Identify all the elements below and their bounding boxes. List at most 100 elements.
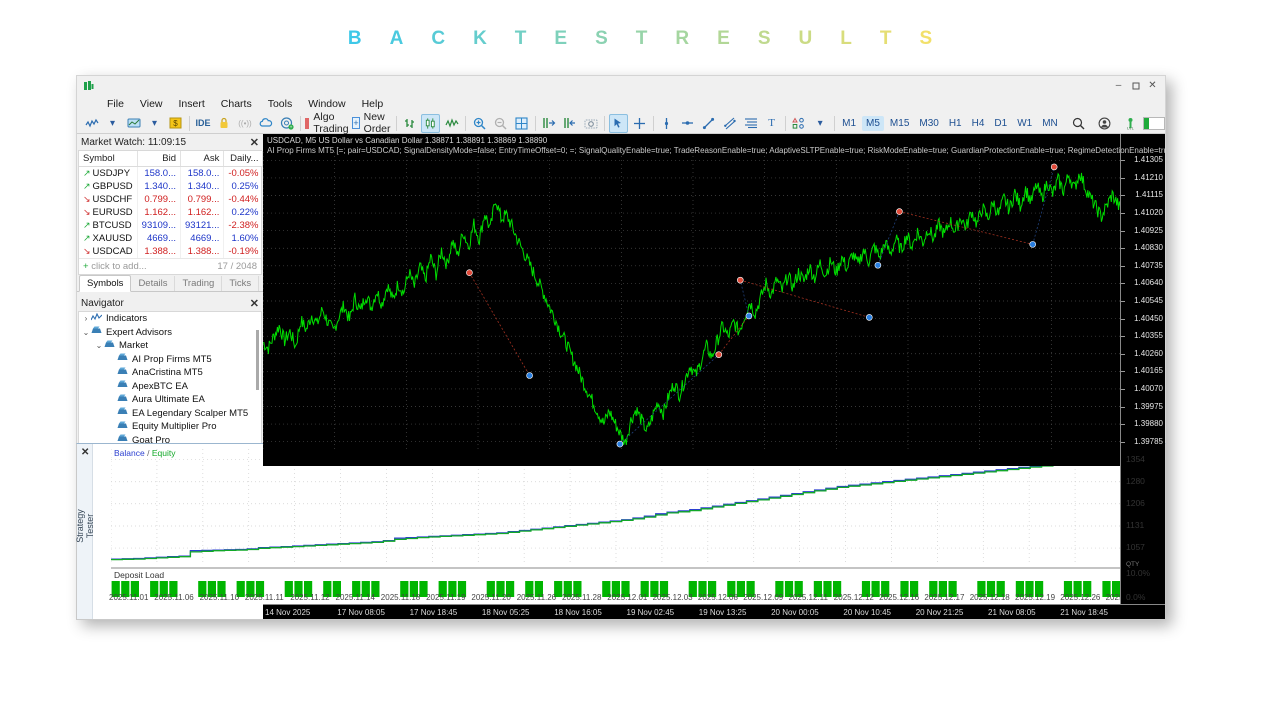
navigator-item-apexbtc-ea[interactable]: ApexBTC EA: [79, 380, 261, 394]
minimize-button[interactable]: –: [1115, 80, 1122, 91]
timeframe-m15[interactable]: M15: [889, 117, 910, 129]
trendline-icon[interactable]: [699, 114, 718, 133]
zoom-in-icon[interactable]: [470, 114, 489, 133]
menu-item-insert[interactable]: Insert: [178, 98, 205, 110]
close-icon[interactable]: ✕: [81, 447, 90, 458]
cloud-icon[interactable]: [256, 114, 275, 133]
navigator-item-anacristina-mt5[interactable]: AnaCristina MT5: [79, 366, 261, 380]
market-watch-add-row[interactable]: + click to add... 17 / 2048: [79, 258, 261, 274]
trade-marker-sell[interactable]: [1050, 163, 1058, 171]
trade-marker-buy[interactable]: [745, 312, 753, 320]
objects-list-icon[interactable]: [790, 114, 809, 133]
table-row[interactable]: ↘ USDCHF 0.799... 0.799... -0.44%: [79, 193, 264, 206]
trade-marker-buy[interactable]: [526, 372, 533, 379]
maximize-button[interactable]: [1127, 78, 1144, 93]
table-row[interactable]: ↗ USDJPY 158.0... 158.0... -0.05%: [79, 166, 264, 180]
menu-item-window[interactable]: Window: [308, 98, 346, 110]
timeframe-h1[interactable]: H1: [948, 117, 962, 129]
new-chart-icon[interactable]: [82, 114, 101, 133]
table-row[interactable]: ↗ BTCUSD 93109... 93121... -2.38%: [79, 219, 264, 232]
trade-marker-buy[interactable]: [1029, 241, 1037, 248]
screenshot-icon[interactable]: [581, 114, 600, 133]
algo-trading-button[interactable]: Algo Trading: [305, 111, 349, 135]
objects-dropdown-icon[interactable]: ▾: [817, 117, 823, 129]
new-chart-dropdown-icon[interactable]: ▾: [109, 117, 116, 129]
timeframe-m5[interactable]: M5: [862, 115, 884, 131]
navigator-item-indicators[interactable]: › Indicators: [79, 312, 261, 326]
navigator-scrollbar[interactable]: [256, 330, 259, 390]
line-chart-icon[interactable]: [442, 114, 461, 133]
mw-tab-trading[interactable]: Trading: [175, 276, 223, 291]
chevron-right-icon[interactable]: ›: [84, 314, 88, 324]
chevron-down-icon[interactable]: ⌄: [95, 341, 103, 351]
search-icon[interactable]: [1069, 114, 1088, 133]
bar-chart-icon[interactable]: [400, 114, 419, 133]
table-row[interactable]: ↘ EURUSD 1.162... 1.162... 0.22%: [79, 206, 264, 219]
chevron-down-icon[interactable]: ⌄: [82, 327, 90, 337]
auto-scroll-icon[interactable]: [560, 114, 579, 133]
text-tool-icon[interactable]: T: [768, 117, 776, 129]
chart-shift-icon[interactable]: [539, 114, 558, 133]
market-dollar-icon[interactable]: $: [166, 114, 185, 133]
navigator-item-equity-multiplier-pro[interactable]: Equity Multiplier Pro: [79, 420, 261, 434]
menu-item-charts[interactable]: Charts: [220, 98, 252, 110]
timeframe-m1[interactable]: M1: [842, 117, 857, 129]
timeframe-m30[interactable]: M30: [919, 117, 939, 129]
zoom-out-icon[interactable]: [491, 114, 510, 133]
fibonacci-icon[interactable]: [741, 114, 760, 133]
strategy-tester-graph[interactable]: Balance / Equity Deposit Load 1354 1280 12…: [93, 444, 1165, 619]
profiles-dropdown-icon[interactable]: ▾: [151, 117, 158, 129]
horizontal-line-icon[interactable]: [678, 114, 697, 133]
grid-icon[interactable]: [512, 114, 531, 133]
vps-icon[interactable]: +: [277, 114, 296, 133]
metaeditor-lock-icon[interactable]: [214, 114, 233, 133]
window-controls[interactable]: – ✕: [1110, 78, 1161, 93]
ide-button[interactable]: IDE: [195, 118, 211, 128]
signal-broadcast-icon[interactable]: ((•)): [238, 118, 252, 128]
navigator-item-ea-legendary-scalper-mt5[interactable]: EA Legendary Scalper MT5: [79, 407, 261, 421]
trade-marker-buy[interactable]: [616, 440, 624, 448]
navigator-item-ai-prop-firms-mt5[interactable]: AI Prop Firms MT5: [79, 353, 261, 367]
close-icon[interactable]: ✕: [249, 136, 259, 149]
navigator-item-expert-advisors[interactable]: ⌄ Expert Advisors: [79, 326, 261, 340]
mw-tab-details[interactable]: Details: [131, 276, 176, 291]
mw-col-symbol[interactable]: Symbol: [79, 151, 138, 167]
timeframe-mn[interactable]: MN: [1042, 117, 1058, 129]
cursor-icon[interactable]: [608, 113, 628, 133]
account-icon[interactable]: [1095, 114, 1114, 133]
menu-item-file[interactable]: File: [107, 98, 124, 110]
mw-col-daily[interactable]: Daily...: [223, 151, 264, 167]
navigator-item-goat-pro[interactable]: Goat Pro: [79, 434, 261, 448]
vertical-line-icon[interactable]: [657, 114, 676, 133]
timeframe-d1[interactable]: D1: [994, 117, 1008, 129]
mw-col-ask[interactable]: Ask: [180, 151, 225, 167]
table-row[interactable]: ↘ USDCAD 1.388... 1.388... -0.19%: [79, 245, 264, 258]
trade-marker-buy[interactable]: [865, 314, 873, 321]
candlestick-chart-icon[interactable]: [421, 113, 441, 133]
mw-col-bid[interactable]: Bid: [137, 151, 182, 167]
close-button[interactable]: ✕: [1148, 80, 1157, 91]
table-row[interactable]: ↗ GBPUSD 1.340... 1.340... 0.25%: [79, 180, 264, 193]
crosshair-icon[interactable]: [630, 114, 649, 133]
profiles-icon[interactable]: [124, 114, 143, 133]
close-icon[interactable]: ✕: [249, 297, 259, 310]
market-watch-panel[interactable]: Symbol Bid Ask Daily... ↗ USDJPY 158.0... 158.…: [78, 150, 264, 275]
mw-tab-symbols[interactable]: Symbols: [79, 275, 132, 292]
trade-marker-sell[interactable]: [736, 276, 744, 284]
trade-marker-sell[interactable]: [715, 351, 723, 358]
trade-marker-sell[interactable]: [896, 208, 903, 215]
menu-item-help[interactable]: Help: [361, 98, 384, 110]
menu-item-view[interactable]: View: [139, 98, 163, 110]
equidistant-channel-icon[interactable]: [720, 114, 739, 133]
table-row[interactable]: ↗ XAUUSD 4669... 4669... 1.60%: [79, 232, 264, 245]
new-order-button[interactable]: + New Order: [351, 111, 392, 135]
level-meter-icon[interactable]: LVL: [1121, 114, 1140, 133]
timeframe-w1[interactable]: W1: [1017, 117, 1033, 129]
navigator-item-market[interactable]: ⌄ Market: [79, 339, 261, 353]
menu-item-tools[interactable]: Tools: [267, 98, 293, 110]
trade-marker-sell[interactable]: [466, 269, 473, 276]
timeframe-h4[interactable]: H4: [971, 117, 985, 129]
mw-tab-ticks[interactable]: Ticks: [222, 276, 260, 291]
trade-marker-buy[interactable]: [874, 261, 882, 269]
navigator-item-aura-ultimate-ea[interactable]: Aura Ultimate EA: [79, 393, 261, 407]
